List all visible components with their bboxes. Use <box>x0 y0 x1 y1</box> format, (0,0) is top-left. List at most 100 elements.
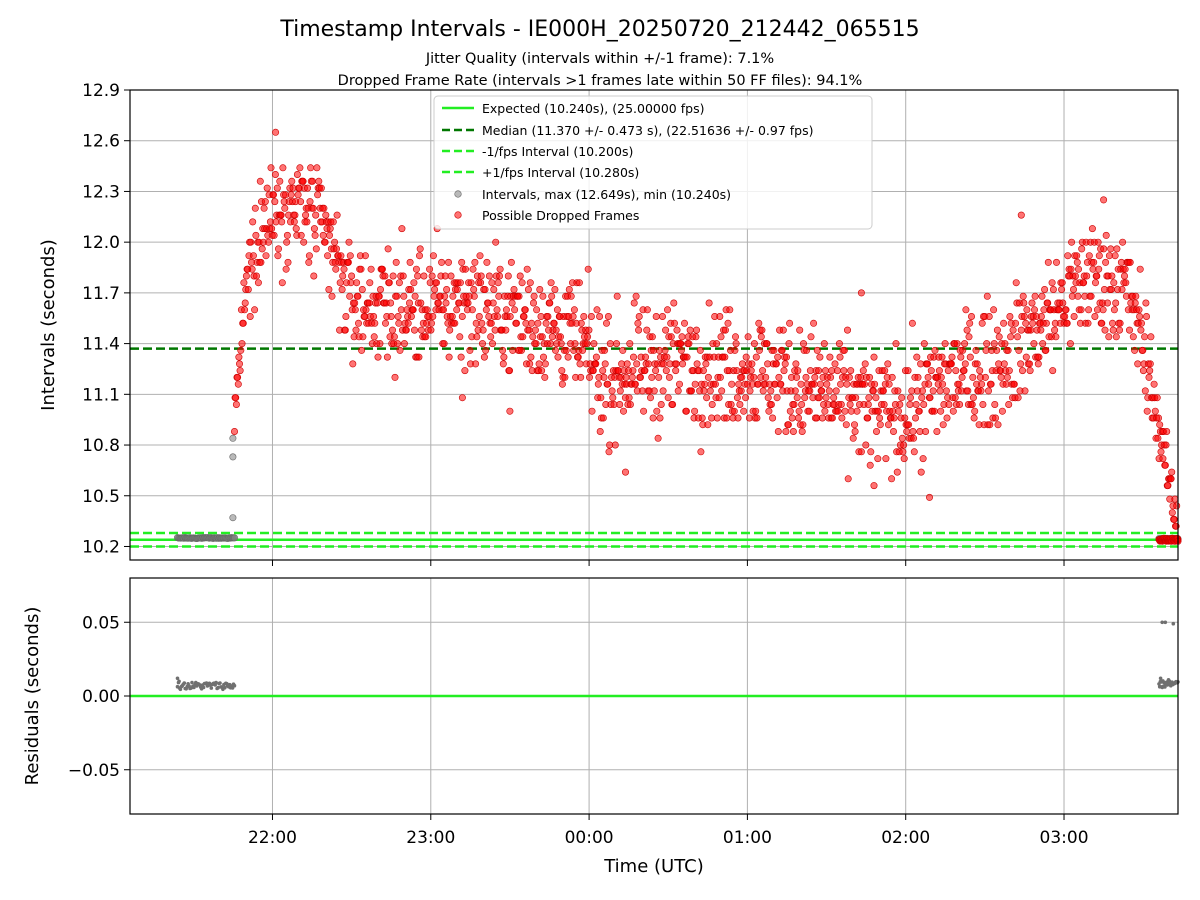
dropped-frame-point <box>731 346 739 354</box>
dropped-frame-point <box>650 387 658 395</box>
dropped-frame-point <box>925 493 933 501</box>
dropped-frame-point <box>840 367 848 375</box>
dropped-frame-point <box>876 414 884 422</box>
dropped-frame-point <box>357 265 365 273</box>
dropped-frame-point <box>299 177 307 185</box>
dropped-frame-point <box>1063 319 1071 327</box>
dropped-frame-point <box>906 400 914 408</box>
dropped-frame-point <box>836 353 844 361</box>
dropped-frame-point <box>657 400 665 408</box>
dropped-frame-point <box>961 360 969 368</box>
dropped-frame-point <box>1078 245 1086 253</box>
dropped-frame-point <box>926 394 934 402</box>
dropped-frame-point <box>807 333 815 341</box>
dropped-frame-point <box>407 312 415 320</box>
dropped-frame-point <box>237 346 245 354</box>
dropped-frame-point <box>784 421 792 429</box>
dropped-frame-point <box>352 326 360 334</box>
dropped-frame-point <box>302 211 310 219</box>
dropped-frame-point <box>985 312 993 320</box>
dropped-frame-point <box>871 380 879 388</box>
dropped-frame-point <box>308 177 316 185</box>
dropped-frame-point <box>420 272 428 280</box>
dropped-frame-point <box>841 407 849 415</box>
dropped-frame-point <box>925 380 933 388</box>
dropped-frame-point <box>556 333 564 341</box>
dropped-frame-point <box>944 367 952 375</box>
dropped-frame-point <box>373 299 381 307</box>
dropped-frame-point <box>832 387 840 395</box>
dropped-frame-point <box>1027 326 1035 334</box>
dropped-frame-point <box>711 380 719 388</box>
dropped-frame-point <box>840 346 848 354</box>
dropped-frame-point <box>438 258 446 266</box>
dropped-frame-point <box>1048 279 1056 287</box>
dropped-frame-point <box>818 414 826 422</box>
dropped-frame-point <box>442 299 450 307</box>
dropped-frame-point <box>849 434 857 442</box>
dropped-frame-point <box>723 414 731 422</box>
dropped-frame-point <box>672 360 680 368</box>
dropped-frame-point <box>232 394 240 402</box>
dropped-frame-point <box>395 319 403 327</box>
dropped-frame-point <box>366 279 374 287</box>
dropped-frame-point <box>904 367 912 375</box>
dropped-frame-point <box>370 333 378 341</box>
dropped-frame-point <box>310 225 318 233</box>
dropped-frame-point <box>393 340 401 348</box>
dropped-frame-point <box>406 258 414 266</box>
dropped-frame-point <box>1049 367 1057 375</box>
dropped-frame-point <box>623 360 631 368</box>
dropped-frame-point <box>763 340 771 348</box>
dropped-frame-point <box>924 373 932 381</box>
dropped-frame-point <box>1157 448 1165 456</box>
dropped-frame-point <box>252 231 260 239</box>
dropped-frame-point <box>416 245 424 253</box>
dropped-frame-point <box>487 319 495 327</box>
dropped-frame-point <box>321 238 329 246</box>
dropped-frame-point <box>478 319 486 327</box>
dropped-frame-point <box>434 299 442 307</box>
dropped-frame-point <box>393 292 401 300</box>
dropped-frame-point <box>952 367 960 375</box>
dropped-frame-point <box>1108 272 1116 280</box>
legend-label-plus-fps: +1/fps Interval (10.280s) <box>482 165 639 180</box>
dropped-frame-point <box>874 455 882 463</box>
dropped-frame-point <box>307 164 315 172</box>
dropped-frame-point <box>546 340 554 348</box>
dropped-frame-point <box>489 299 497 307</box>
dropped-frame-point <box>789 427 797 435</box>
dropped-frame-point <box>1010 380 1018 388</box>
dropped-frame-point <box>1093 272 1101 280</box>
dropped-frame-point <box>914 373 922 381</box>
dropped-frame-point <box>652 312 660 320</box>
dropped-frame-point <box>759 367 767 375</box>
dropped-frame-point <box>782 427 790 435</box>
dropped-frame-point <box>913 353 921 361</box>
dropped-frame-point <box>782 353 790 361</box>
dropped-frame-point <box>831 360 839 368</box>
dropped-frame-point <box>504 272 512 280</box>
dropped-frame-point <box>1104 299 1112 307</box>
dropped-frame-point <box>1134 360 1142 368</box>
dropped-frame-point <box>898 394 906 402</box>
dropped-frame-point <box>247 238 255 246</box>
dropped-frame-point <box>834 407 842 415</box>
dropped-frame-point <box>362 306 370 314</box>
dropped-frame-point <box>427 326 435 334</box>
dropped-frame-point <box>606 340 614 348</box>
dropped-frame-point <box>820 340 828 348</box>
dropped-frame-point <box>850 421 858 429</box>
dropped-frame-point <box>520 312 528 320</box>
dropped-frame-point <box>359 333 367 341</box>
dropped-frame-point <box>331 238 339 246</box>
dropped-frame-point <box>733 394 741 402</box>
dropped-frame-point <box>1044 299 1052 307</box>
y-tick-label: 10.5 <box>82 487 120 507</box>
dropped-frame-point <box>750 373 758 381</box>
dropped-frame-point <box>594 380 602 388</box>
dropped-frame-point <box>404 319 412 327</box>
dropped-frame-point <box>332 245 340 253</box>
dropped-frame-point <box>1171 495 1179 503</box>
dropped-frame-point <box>777 380 785 388</box>
